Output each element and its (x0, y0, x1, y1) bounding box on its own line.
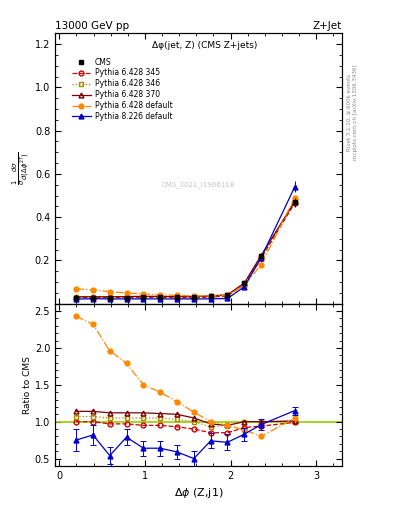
Legend: CMS, Pythia 6.428 345, Pythia 6.428 346, Pythia 6.428 370, Pythia 6.428 default,: CMS, Pythia 6.428 345, Pythia 6.428 346,… (70, 56, 174, 123)
Text: CMS_2021_I1966118: CMS_2021_I1966118 (162, 181, 235, 188)
Text: Z+Jet: Z+Jet (313, 21, 342, 31)
X-axis label: $\Delta\phi$ (Z,j1): $\Delta\phi$ (Z,j1) (174, 486, 223, 500)
Text: 13000 GeV pp: 13000 GeV pp (55, 21, 129, 31)
Text: Δφ(jet, Z) (CMS Z+jets): Δφ(jet, Z) (CMS Z+jets) (152, 41, 257, 50)
Text: Rivet 3.1.10, ≥ 600k events: Rivet 3.1.10, ≥ 600k events (347, 74, 352, 151)
Text: mcplots.cern.ch [arXiv:1306.3436]: mcplots.cern.ch [arXiv:1306.3436] (353, 65, 358, 160)
Y-axis label: Ratio to CMS: Ratio to CMS (23, 356, 32, 414)
Y-axis label: $\frac{1}{\sigma}\frac{d\sigma}{d(\Delta\phi^{2T})}$: $\frac{1}{\sigma}\frac{d\sigma}{d(\Delta… (11, 152, 32, 185)
